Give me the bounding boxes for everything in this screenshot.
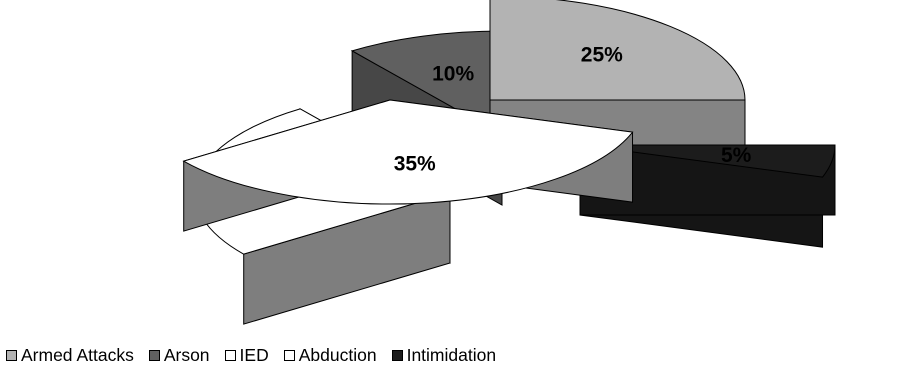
pie-slice-abduction: 35% [182, 99, 634, 232]
pie-slice-top [489, 0, 746, 101]
legend-label-armed-attacks: Armed Attacks [21, 344, 134, 365]
legend-swatch-intimidation [391, 349, 403, 361]
data-label-arson: 10% [432, 63, 474, 86]
legend-swatch-arson [148, 349, 160, 361]
legend-item-arson: Arson [148, 344, 210, 366]
pie-chart: 10%25%25%5%35% [182, 0, 836, 325]
legend-item-intimidation: Intimidation [391, 344, 497, 366]
legend-item-armed-attacks: Armed Attacks [6, 345, 134, 366]
legend-swatch-armed-attacks [6, 349, 17, 361]
legend-label-abduction: Abduction [298, 344, 377, 365]
pie-chart-svg: 10%25%25%5%35% [182, 0, 836, 325]
legend-item-abduction: Abduction [283, 344, 377, 366]
legend-swatch-ied [224, 349, 236, 361]
pie-slice-top [182, 99, 634, 205]
pie-slice-top [579, 144, 836, 178]
legend-label-ied: IED [239, 344, 269, 365]
legend-label-arson: Arson [163, 344, 210, 365]
data-label-abduction: 35% [394, 153, 436, 176]
data-label-intimidation: 5% [721, 144, 752, 167]
legend: Armed Attacks Arson IED Abduction Intimi… [6, 343, 511, 367]
legend-item-ied: IED [224, 344, 269, 366]
data-label-armed-attacks: 25% [581, 43, 623, 66]
legend-label-intimidation: Intimidation [406, 344, 497, 365]
legend-swatch-abduction [283, 349, 295, 361]
